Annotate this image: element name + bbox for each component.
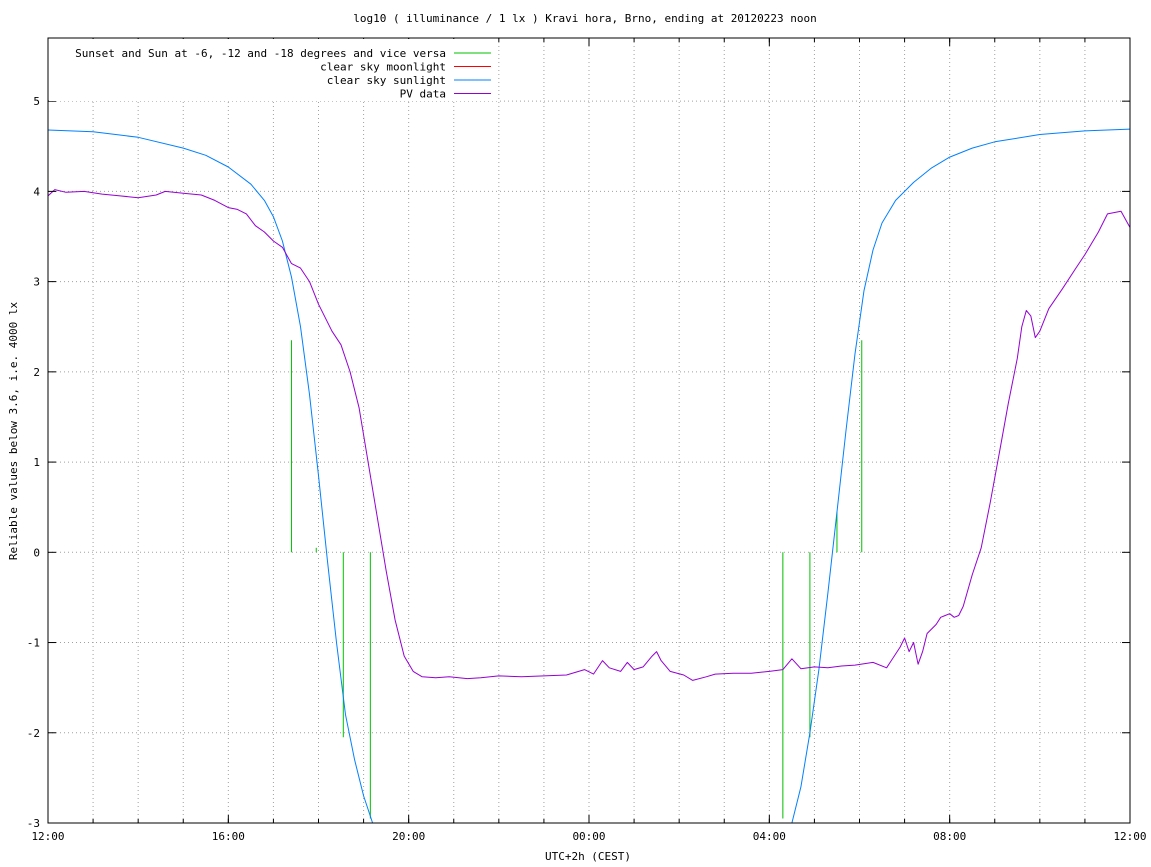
legend-background [49,39,497,101]
x-tick-label: 00:00 [572,830,605,843]
y-tick-label: 4 [33,185,40,198]
y-axis-label: Reliable values below 3.6, i.e. 4000 lx [7,301,20,560]
y-tick-label: 0 [33,546,40,559]
x-tick-label: 08:00 [933,830,966,843]
y-tick-label: -2 [27,727,40,740]
x-tick-label: 04:00 [753,830,786,843]
legend-label: Sunset and Sun at -6, -12 and -18 degree… [75,47,446,60]
grid [48,38,1130,823]
legend-label: clear sky moonlight [320,61,446,74]
x-tick-label: 20:00 [392,830,425,843]
chart-title: log10 ( illuminance / 1 lx ) Kravi hora,… [353,12,817,25]
legend: Sunset and Sun at -6, -12 and -18 degree… [49,39,497,101]
y-tick-label: 3 [33,276,40,289]
y-tick-label: 2 [33,366,40,379]
x-tick-label: 12:00 [1113,830,1146,843]
y-tick-label: -1 [27,637,40,650]
y-tick-label: -3 [27,817,40,830]
tick-layer: -3 -2 -1 0 1 2 3 4 5 12:00 16:00 20:00 00:00 04:00 08:… [27,38,1147,843]
legend-label: PV data [400,88,446,101]
x-tick-label: 12:00 [31,830,64,843]
y-tick-label: 5 [33,95,40,108]
x-tick-label: 16:00 [212,830,245,843]
legend-label: clear sky sunlight [327,74,446,87]
y-tick-label: 1 [33,456,40,469]
series-line-3 [47,189,1131,681]
x-axis-label: UTC+2h (CEST) [545,850,631,863]
